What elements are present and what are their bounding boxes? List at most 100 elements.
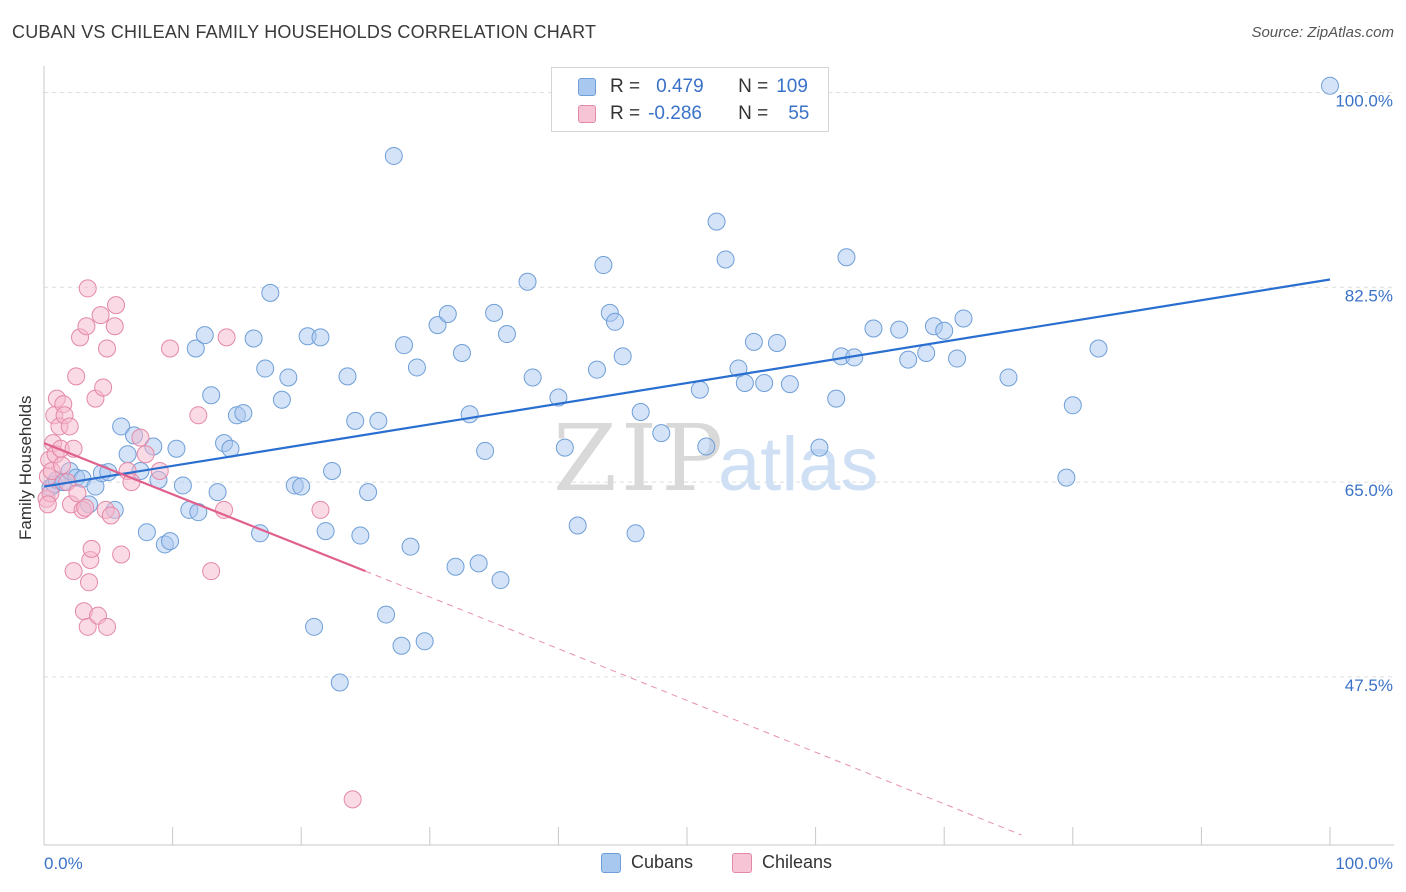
chilean-point (78, 279, 97, 298)
cuban-point (392, 636, 411, 655)
cuban-point (338, 367, 357, 386)
cuban-point (1063, 396, 1082, 415)
cuban-point (305, 617, 324, 636)
legend-row-cubans: R = 0.479 N = 109 (578, 74, 808, 100)
cuban-point (810, 438, 829, 457)
y-axis-label: Family Households (16, 395, 35, 540)
cuban-trend-line (43, 278, 1331, 488)
cuban-point (476, 441, 495, 460)
cuban-point (460, 405, 479, 424)
legend-n-value: 55 (788, 103, 810, 124)
cuban-point (234, 404, 253, 423)
legend-label-cubans: Cubans (631, 852, 694, 872)
cuban-point (555, 438, 574, 457)
cuban-point (272, 390, 291, 409)
cuban-point (827, 389, 846, 408)
cuban-point (161, 532, 180, 551)
cuban-point (112, 417, 131, 436)
chilean-point (150, 461, 169, 480)
cuban-point (359, 483, 378, 502)
cuban-point (690, 380, 709, 399)
cuban-point (118, 445, 137, 464)
tick-labels: 47.5% 65.0% 82.5% 100.0% 0.0% 100.0% (44, 91, 1393, 873)
cuban-point (837, 248, 856, 267)
legend-row-chileans: R = -0.286 N = 55 (578, 101, 809, 127)
cuban-point (631, 402, 650, 421)
cuban-point (377, 605, 396, 624)
cuban-point (395, 336, 414, 355)
grid-lines (44, 91, 1394, 678)
chilean-point (107, 296, 126, 315)
legend-r-label: R = (610, 103, 641, 124)
chilean-point (101, 506, 120, 525)
cuban-point (587, 360, 606, 379)
cuban-point (549, 388, 568, 407)
legend-item-chileans: Chileans (732, 852, 832, 873)
x-tick-label: 0.0% (44, 854, 83, 873)
stats-legend: R = 0.479 N = 109 R = -0.286 N = 55 (551, 67, 829, 132)
legend-n-label: N = (738, 103, 769, 124)
chilean-point (80, 573, 99, 592)
legend-r-value: 0.479 (656, 76, 704, 97)
cuban-point (261, 283, 280, 302)
chilean-point (136, 445, 155, 464)
cuban-point (415, 632, 434, 651)
cuban-point (716, 250, 735, 269)
watermark-zip: ZIP (553, 405, 727, 512)
chilean-point (105, 317, 124, 336)
cuban-point (311, 328, 330, 347)
chart-title: CUBAN VS CHILEAN FAMILY HOUSEHOLDS CORRE… (12, 22, 597, 42)
chilean-point (38, 495, 57, 514)
chilean-point (189, 406, 208, 425)
cuban-point (292, 477, 311, 496)
cuban-point (351, 526, 370, 545)
cuban-point (1089, 339, 1108, 358)
cuban-point (497, 325, 516, 344)
cuban-point (438, 305, 457, 324)
cuban-point (407, 358, 426, 377)
chilean-point (98, 339, 117, 358)
x-tick-label: 100.0% (1335, 854, 1393, 873)
cuban-point (605, 312, 624, 331)
legend-n-label: N = (738, 76, 769, 97)
chilean-point (68, 484, 87, 503)
cuban-point (137, 523, 156, 542)
chilean-point (76, 498, 95, 517)
cuban-point (935, 321, 954, 340)
cuban-point (626, 524, 645, 543)
cuban-point (256, 359, 275, 378)
cuban-point (469, 554, 488, 573)
y-tick-label: 82.5% (1345, 286, 1393, 305)
cuban-point (279, 368, 298, 387)
legend-n-value: 109 (776, 76, 808, 97)
cuban-point (195, 326, 214, 345)
cuban-point (652, 424, 671, 443)
cuban-point (697, 437, 716, 456)
cuban-point (1321, 76, 1339, 95)
cuban-point (485, 303, 504, 322)
cuban-point (744, 332, 763, 351)
cuban-point (401, 537, 420, 556)
chilean-point (53, 456, 72, 475)
chilean-trend-line (43, 442, 366, 573)
chilean-point (131, 428, 150, 447)
cuban-point (346, 411, 365, 430)
chilean-trend-extension (365, 570, 1022, 836)
cuban-point (999, 368, 1018, 387)
cuban-point (186, 339, 205, 358)
cuban-point (369, 411, 388, 430)
cuban-point (316, 522, 335, 541)
legend-r-label: R = (610, 76, 641, 97)
chilean-point (217, 328, 236, 347)
watermark: ZIP atlas (553, 405, 879, 512)
cuban-point (594, 256, 613, 275)
chilean-point (67, 367, 86, 386)
chilean-point (64, 562, 83, 581)
cuban-point (491, 571, 510, 590)
cuban-swatch (601, 852, 621, 873)
cuban-point (384, 146, 403, 165)
y-tick-label: 100.0% (1335, 91, 1393, 110)
cuban-point (864, 319, 883, 338)
chilean-point (112, 545, 131, 564)
